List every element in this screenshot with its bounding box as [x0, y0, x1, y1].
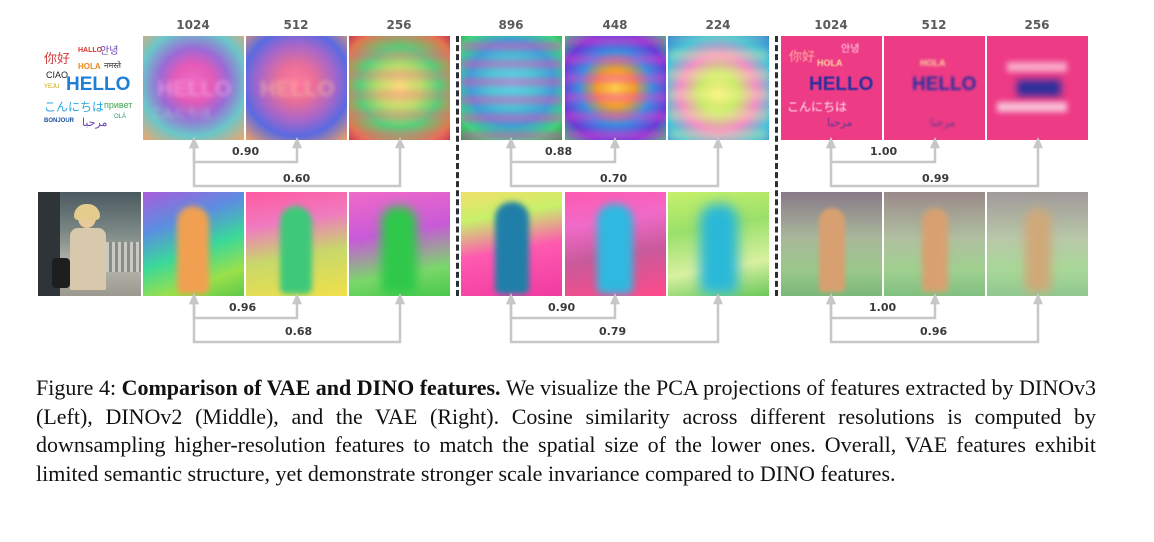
- word-namaste: नमस्ते: [104, 61, 121, 70]
- divider-dinov2-vae: [775, 36, 778, 296]
- res-label-dinov3-512: 512: [283, 18, 309, 32]
- sim-r1-dinov3-short: 0.90: [232, 145, 260, 158]
- res-label-vae-256: 256: [1024, 18, 1050, 32]
- feature-map-text-dinov2-896: [461, 36, 562, 140]
- res-label-dinov2-224: 224: [705, 18, 731, 32]
- sim-r2-dinov2-short: 0.90: [548, 301, 576, 314]
- word-annyeong: 안녕: [100, 46, 119, 57]
- word-ola: OLÁ: [114, 114, 127, 120]
- caption-title: Comparison of VAE and DINO features.: [121, 375, 501, 400]
- ghost-konnichiwa: こんにちは: [151, 106, 212, 120]
- vae-word-konnichiwa: こんにちは: [787, 100, 848, 114]
- sim-r2-vae-short: 1.00: [869, 301, 897, 314]
- word-hallo: HALLO: [78, 47, 103, 54]
- word-nihao: 你好: [44, 51, 71, 66]
- vae-word-hola: HOLA: [920, 58, 946, 68]
- feature-map-text-vae-256: [987, 36, 1088, 140]
- word-yeju: YEJU: [44, 84, 60, 90]
- sim-r1-dinov3-long: 0.60: [283, 172, 311, 185]
- ghost-hello: HELLO: [260, 76, 335, 101]
- feature-map-person-dinov3-512: [246, 192, 347, 296]
- feature-map-person-vae-256: [987, 192, 1088, 296]
- sim-r1-vae-long: 0.99: [922, 172, 950, 185]
- feature-map-person-dinov3-1024: [143, 192, 244, 296]
- vae-word-annyeong: 안녕: [841, 44, 860, 55]
- vae-word-nihao: 你好: [789, 49, 816, 64]
- word-bonjour: BONJOUR: [44, 118, 75, 124]
- word-konnichiwa: こんにちは: [44, 100, 105, 114]
- feature-map-person-dinov2-224: [668, 192, 769, 296]
- sim-r2-dinov3-long: 0.68: [285, 325, 313, 338]
- vae-word-hola: HOLA: [817, 58, 843, 68]
- sim-r2-dinov3-short: 0.96: [229, 301, 257, 314]
- ghost-hello: HELLO: [157, 76, 232, 101]
- feature-map-text-dinov2-448: [565, 36, 666, 140]
- sim-r2-vae-long: 0.96: [920, 325, 948, 338]
- sim-r2-dinov2-long: 0.79: [599, 325, 627, 338]
- word-hello: HELLO: [66, 74, 131, 95]
- feature-map-text-vae-512: HOLA HELLO مرحبا: [884, 36, 985, 140]
- res-label-dinov2-896: 896: [498, 18, 524, 32]
- res-label-dinov2-448: 448: [602, 18, 628, 32]
- word-hola: HOLA: [78, 62, 101, 71]
- feature-map-text-dinov2-224: [668, 36, 769, 140]
- feature-map-text-vae-1024: 你好 HOLA 안녕 HELLO こんにちは مرحبا: [781, 36, 882, 140]
- figure-caption: Figure 4: Comparison of VAE and DINO fea…: [36, 374, 1096, 488]
- word-ciao: CIAO: [46, 70, 69, 80]
- word-marhaba: مرحبا: [82, 117, 108, 129]
- feature-map-person-dinov2-448: [565, 192, 666, 296]
- feature-map-person-dinov3-256: [349, 192, 450, 296]
- source-person-photo: [38, 192, 141, 296]
- sim-r1-dinov2-short: 0.88: [545, 145, 573, 158]
- res-label-dinov3-256: 256: [386, 18, 412, 32]
- res-label-vae-512: 512: [921, 18, 947, 32]
- vae-word-marhaba: مرحبا: [930, 117, 956, 129]
- feature-map-person-vae-1024: [781, 192, 882, 296]
- res-label-dinov3-1024: 1024: [176, 18, 210, 32]
- vae-word-marhaba: مرحبا: [827, 117, 853, 129]
- feature-map-text-dinov3-512: HELLO: [246, 36, 347, 140]
- vae-word-hello: HELLO: [912, 74, 977, 95]
- feature-map-person-dinov2-896: [461, 192, 562, 296]
- caption-body: We visualize the PCA projections of feat…: [36, 375, 1096, 486]
- res-label-vae-1024: 1024: [814, 18, 848, 32]
- feature-map-text-dinov3-1024: HELLO こんにちは: [143, 36, 244, 140]
- feature-map-person-vae-512: [884, 192, 985, 296]
- sim-r1-vae-short: 1.00: [870, 145, 898, 158]
- feature-map-text-dinov3-256: [349, 36, 450, 140]
- word-privet: привет: [104, 100, 133, 110]
- vae-word-hello: HELLO: [809, 74, 874, 95]
- caption-label: Figure 4:: [36, 375, 117, 400]
- sim-r1-dinov2-long: 0.70: [600, 172, 628, 185]
- divider-dinov3-dinov2: [456, 36, 459, 296]
- source-text-image: 你好 HALLO 안녕 CIAO HOLA नमस्ते YEJU HELLO …: [38, 38, 140, 138]
